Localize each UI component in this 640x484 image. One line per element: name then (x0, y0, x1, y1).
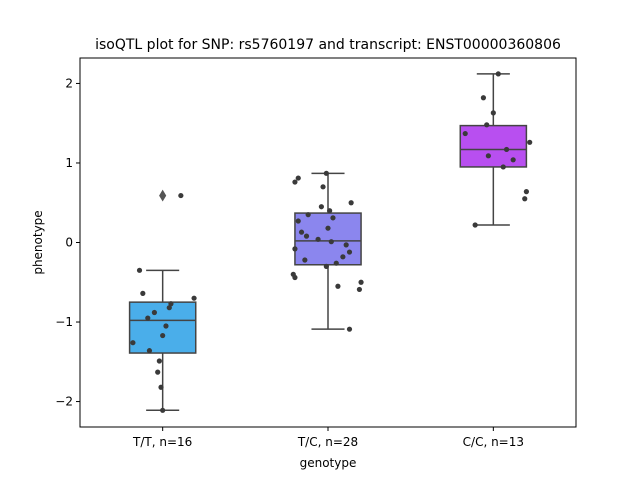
data-point (292, 246, 298, 252)
data-point (163, 323, 169, 329)
data-point (327, 208, 333, 214)
data-point (303, 233, 310, 239)
data-point (346, 249, 353, 255)
box (294, 212, 362, 266)
y-tick-label: 1 (65, 156, 73, 170)
data-point (503, 146, 510, 153)
data-point (348, 200, 354, 206)
data-point (527, 139, 533, 145)
data-point (295, 175, 301, 181)
data-point (330, 215, 336, 221)
x-axis-label: genotype (300, 456, 357, 470)
chart-title: isoQTL plot for SNP: rs5760197 and trans… (95, 37, 561, 53)
data-point (315, 236, 321, 242)
data-point (462, 130, 468, 137)
y-tick-label: −1 (55, 315, 73, 329)
data-point (333, 260, 339, 266)
x-tick-label: T/C, n=28 (297, 435, 358, 449)
data-point (292, 274, 298, 281)
data-point (480, 95, 487, 101)
data-point (298, 229, 305, 235)
data-point (323, 170, 329, 176)
box (128, 301, 197, 354)
data-point (356, 286, 363, 293)
box-group (459, 71, 533, 228)
data-point (155, 369, 161, 375)
data-point (325, 225, 331, 231)
data-point (295, 218, 301, 224)
data-point (151, 309, 157, 316)
data-point (156, 358, 162, 364)
data-point (323, 263, 329, 269)
data-point (130, 340, 136, 346)
axis-ticks: −2 −1 0 1 2 T/T, n=16 T/C, n=28 C/C, n=13 (55, 76, 524, 449)
data-point (168, 301, 174, 307)
y-tick-label: 2 (65, 76, 73, 90)
box (459, 124, 528, 168)
data-point (522, 196, 528, 202)
data-point (145, 315, 151, 321)
data-point (166, 305, 172, 311)
data-point (500, 164, 506, 170)
data-point (305, 212, 311, 218)
y-tick-label: 0 (65, 236, 73, 250)
data-point (485, 153, 491, 159)
data-point (318, 204, 324, 210)
data-point (302, 257, 308, 263)
data-point (340, 254, 346, 260)
plot-area (128, 71, 533, 413)
data-point (191, 295, 197, 301)
data-point (146, 348, 153, 354)
data-point (136, 267, 143, 273)
data-point (484, 122, 490, 128)
data-point (523, 189, 530, 195)
data-point (292, 179, 298, 185)
data-point (178, 192, 184, 199)
y-axis-label: phenotype (31, 210, 45, 274)
data-point (346, 326, 353, 332)
box-group (290, 170, 364, 332)
data-point (358, 279, 364, 285)
data-point (490, 110, 496, 116)
data-point (328, 239, 334, 245)
data-point (160, 407, 166, 413)
y-tick-label: −2 (55, 395, 73, 409)
data-point (160, 332, 166, 339)
data-point (472, 222, 478, 228)
outlier-marker (159, 189, 167, 202)
data-point (343, 242, 349, 248)
box-group (128, 189, 197, 413)
data-point (510, 157, 516, 163)
x-tick-label: C/C, n=13 (463, 435, 524, 449)
x-tick-label: T/T, n=16 (132, 435, 192, 449)
data-point (335, 283, 341, 289)
data-point (158, 384, 164, 390)
data-point (140, 290, 146, 296)
data-point (495, 71, 501, 77)
data-point (320, 184, 326, 190)
